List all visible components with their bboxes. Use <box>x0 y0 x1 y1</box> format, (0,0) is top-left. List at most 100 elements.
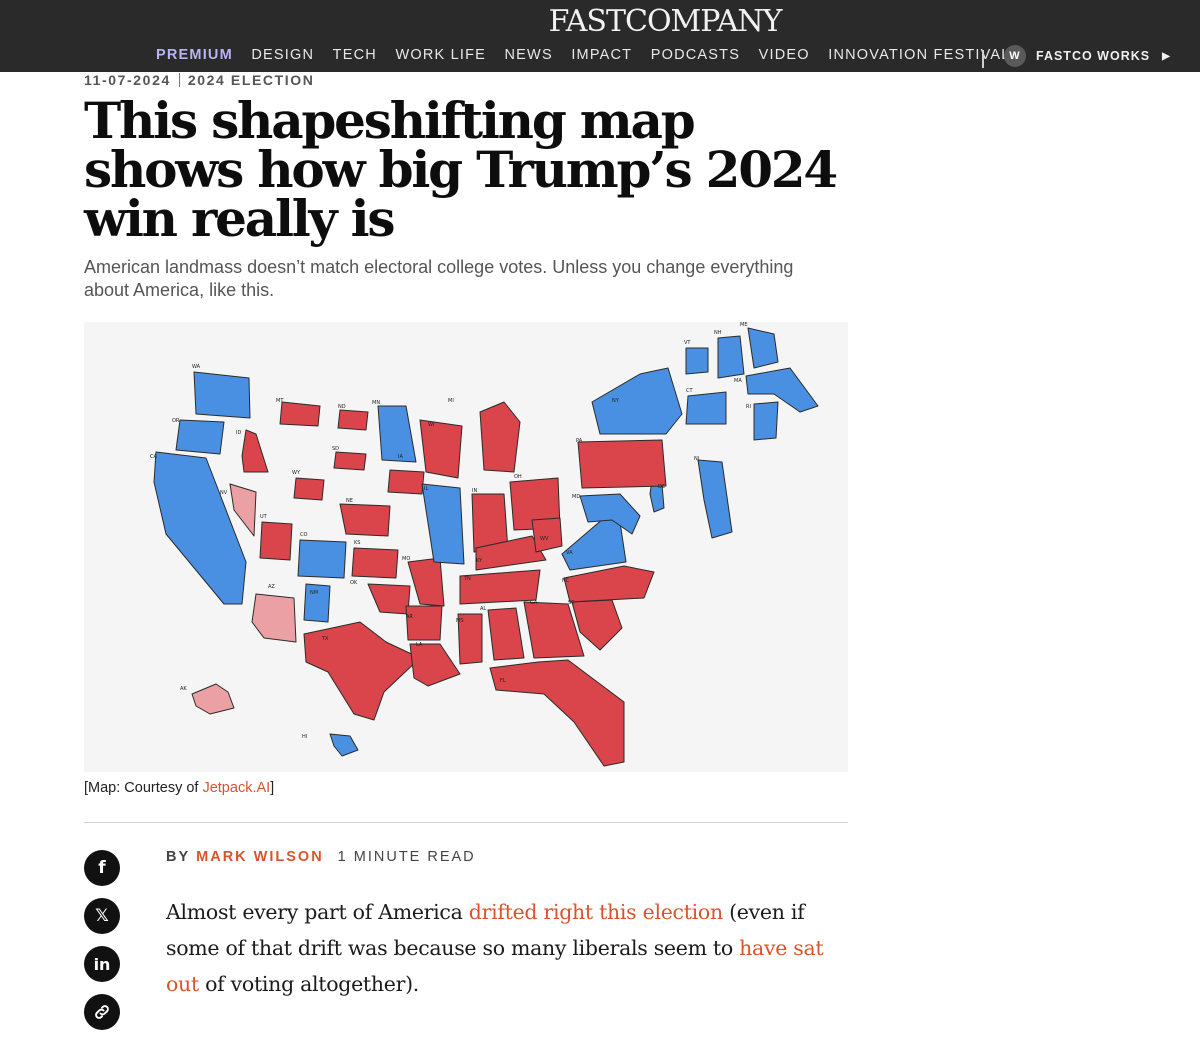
article-category[interactable]: 2024 ELECTION <box>187 72 315 88</box>
state-or <box>175 419 225 455</box>
article-date: 11-07-2024 <box>84 72 171 88</box>
state-ca <box>153 451 247 605</box>
linkedin-share-button[interactable]: in <box>84 946 120 982</box>
x-share-button[interactable]: 𝕏 <box>84 898 120 934</box>
state-label-nh: NH <box>714 330 722 336</box>
state-label-mo: MO <box>402 556 410 562</box>
nav-item-premium[interactable]: PREMIUM <box>156 47 233 63</box>
state-nm <box>303 583 331 623</box>
state-label-ia: IA <box>398 454 403 460</box>
author-link[interactable]: MARK WILSON <box>196 849 324 865</box>
state-nv <box>229 483 257 537</box>
state-label-vt: VT <box>684 340 691 346</box>
state-hi <box>329 733 359 757</box>
nav-divider <box>982 50 984 68</box>
state-label-or: OR <box>172 418 180 424</box>
facebook-icon: f <box>98 858 106 878</box>
site-logo[interactable]: FASTCOMPANY <box>548 4 783 39</box>
nav-item-innovation-festival[interactable]: INNOVATION FESTIVAL <box>828 47 1011 63</box>
state-mn <box>377 405 417 463</box>
body-link-drifted-right[interactable]: drifted right this election <box>468 900 723 924</box>
state-pa <box>577 439 667 489</box>
state-mi <box>479 401 521 473</box>
state-ny <box>591 367 683 435</box>
state-label-nm: NM <box>310 590 318 596</box>
state-mt <box>279 401 321 427</box>
article-body-paragraph: Almost every part of America drifted rig… <box>166 894 846 1002</box>
state-id <box>241 429 269 473</box>
fastco-works-badge-icon: W <box>1004 45 1026 67</box>
play-arrow-icon: ▶ <box>1162 50 1171 62</box>
state-label-az: AZ <box>268 584 275 590</box>
state-ma <box>745 367 819 413</box>
copy-link-button[interactable] <box>84 994 120 1030</box>
main-nav: PREMIUM DESIGN TECH WORK LIFE NEWS IMPAC… <box>156 47 1029 63</box>
state-label-ct: CT <box>686 388 693 394</box>
state-ct <box>685 391 727 425</box>
state-nh <box>717 335 745 379</box>
state-label-ma: MA <box>734 378 742 384</box>
cartogram-map: WA OR CA ID NV MT WY UT CO AZ NM ND SD NE KS OK TX MN IA MO… <box>150 322 819 767</box>
nav-item-impact[interactable]: IMPACT <box>571 47 633 63</box>
state-wi <box>419 419 463 479</box>
fastco-works-link[interactable]: W FASTCO WORKS ▶ <box>1004 45 1171 67</box>
election-map-image: WA OR CA ID NV MT WY UT CO AZ NM ND SD NE KS OK TX MN IA MO… <box>84 322 848 772</box>
state-label-il: IL <box>424 486 428 492</box>
state-sd <box>333 451 367 471</box>
state-label-id: ID <box>236 430 241 436</box>
state-vt <box>685 347 709 375</box>
body-text-3: of voting altogether). <box>198 972 420 996</box>
state-label-me: ME <box>740 322 747 328</box>
body-text-2: (even if some of that drift was because … <box>166 900 805 960</box>
x-icon: 𝕏 <box>95 906 109 926</box>
state-label-al: AL <box>480 606 486 612</box>
state-tn <box>459 569 541 605</box>
nav-item-work-life[interactable]: WORK LIFE <box>395 47 487 63</box>
body-link-sat-out[interactable]: have sat out <box>166 936 824 996</box>
state-label-tx: TX <box>321 636 329 642</box>
state-label-ca: CA <box>150 454 157 460</box>
read-time: 1 MINUTE READ <box>337 849 476 865</box>
byline-by: BY <box>166 849 191 865</box>
state-label-hi: HI <box>302 734 307 740</box>
state-co <box>297 539 347 579</box>
site-header: FASTCOMPANY PREMIUM DESIGN TECH WORK LIF… <box>0 0 1200 72</box>
nav-item-podcasts[interactable]: PODCASTS <box>650 47 741 63</box>
state-label-sd: SD <box>332 446 339 452</box>
state-ks <box>351 547 399 579</box>
state-label-ut: UT <box>260 514 268 520</box>
article-dek: American landmass doesn’t match electora… <box>84 257 794 300</box>
state-fl <box>489 659 625 767</box>
nav-item-video[interactable]: VIDEO <box>758 47 810 63</box>
state-ok <box>367 583 411 615</box>
state-label-co: CO <box>300 532 307 538</box>
image-caption: [Map: Courtesy of Jetpack.AI] <box>84 780 274 796</box>
state-me <box>747 327 779 369</box>
body-text-1: Almost every part of America <box>166 900 469 924</box>
state-label-fl: FL <box>500 678 506 684</box>
state-label-mn: MN <box>372 400 380 406</box>
state-label-ak: AK <box>180 686 187 692</box>
state-label-ks: KS <box>354 540 360 546</box>
state-ky <box>475 535 547 571</box>
state-wv <box>531 517 563 553</box>
facebook-share-button[interactable]: f <box>84 850 120 886</box>
state-label-ga: GA <box>530 600 538 606</box>
nav-item-news[interactable]: NEWS <box>504 47 553 63</box>
state-az <box>251 593 297 643</box>
caption-link[interactable]: Jetpack.AI <box>202 780 271 796</box>
nav-item-tech[interactable]: TECH <box>332 47 377 63</box>
state-label-ky: KY <box>476 558 483 564</box>
state-label-sc: SC <box>568 600 575 606</box>
state-ak <box>191 683 235 715</box>
fastco-works-label: FASTCO WORKS <box>1036 49 1151 63</box>
state-ri <box>753 401 779 441</box>
state-label-tn: TN <box>463 576 471 582</box>
state-label-mt: MT <box>276 398 284 404</box>
state-nj <box>697 459 733 539</box>
state-ia <box>387 469 425 495</box>
state-label-ok: OK <box>350 580 358 586</box>
nav-item-design[interactable]: DESIGN <box>251 47 315 63</box>
state-label-pa: PA <box>576 438 583 444</box>
state-label-la: LA <box>416 642 423 648</box>
